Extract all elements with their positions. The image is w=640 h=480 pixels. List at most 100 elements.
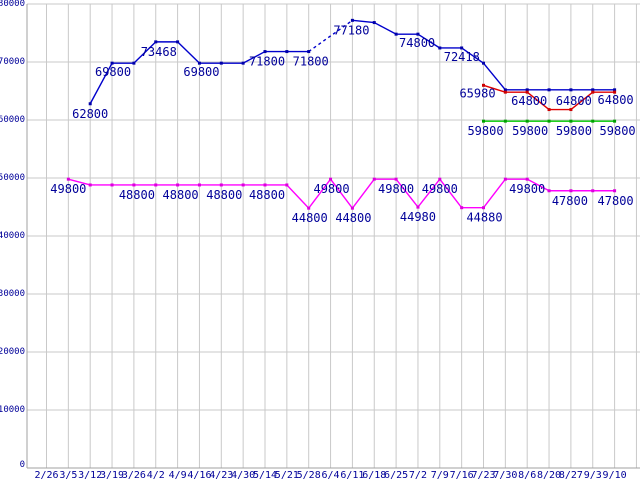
magenta-series-marker	[394, 177, 398, 181]
gridlines	[27, 3, 640, 468]
magenta-series-segment	[395, 178, 419, 208]
magenta-series-value-label: 48800	[119, 188, 155, 202]
magenta-series-marker	[591, 189, 595, 193]
green-series-value-label: 59800	[556, 124, 592, 138]
x-tick-label: 6/11	[340, 470, 364, 480]
magenta-series-value-label: 49800	[422, 182, 458, 196]
blue-series-segment	[133, 41, 157, 64]
magenta-series-value-label: 49800	[378, 182, 414, 196]
axes	[26, 4, 640, 469]
red-series-segment	[570, 91, 594, 111]
magenta-series-marker	[219, 183, 223, 187]
blue-series-marker	[525, 88, 529, 92]
x-tick-label: 6/25	[384, 470, 408, 480]
blue-series-marker	[460, 46, 464, 50]
green-series-marker	[503, 119, 507, 123]
magenta-series-segment	[417, 178, 441, 208]
x-tick-label: 7/30	[493, 470, 517, 480]
x-tick-label: 5/14	[253, 470, 277, 480]
x-tick-label: 4/9	[169, 470, 187, 480]
magenta-series-marker	[285, 183, 289, 187]
x-tick-label: 7/23	[471, 470, 495, 480]
blue-series-marker	[285, 50, 289, 54]
blue-series-marker	[154, 40, 158, 44]
blue-series: 62800 69800 73468 69800 71800 71800 77180 74800…	[72, 18, 617, 121]
x-tick-label: 9/10	[603, 470, 627, 480]
magenta-series-segment	[68, 178, 91, 186]
magenta-series: 49800 48800 48800 48800 48800 44800 49800 44800…	[50, 177, 634, 225]
magenta-series-marker	[307, 206, 311, 210]
blue-series-marker	[547, 88, 551, 92]
magenta-series-value-label: 47800	[552, 194, 588, 208]
blue-series-segment	[482, 62, 506, 91]
blue-series-segment	[308, 19, 353, 53]
x-tick-label: 9/3	[584, 470, 602, 480]
green-series-marker	[613, 119, 617, 123]
blue-series-marker	[263, 50, 267, 54]
x-tick-label: 3/12	[78, 470, 102, 480]
magenta-series-marker	[329, 177, 333, 181]
blue-series-value-label: 69800	[95, 65, 131, 79]
x-tick-label: 6/4	[322, 470, 340, 480]
magenta-series-value-label: 48800	[206, 188, 242, 202]
green-series-marker	[547, 119, 551, 123]
x-tick-label: 3/19	[100, 470, 124, 480]
green-series-value-label: 59800	[600, 124, 636, 138]
y-tick-label: 30000	[0, 289, 25, 299]
magenta-series-marker	[438, 177, 442, 181]
magenta-series-marker	[503, 177, 507, 181]
blue-series-marker	[197, 61, 201, 65]
blue-series-marker	[88, 102, 92, 106]
blue-series-marker	[416, 32, 420, 36]
magenta-series-value-label: 48800	[249, 188, 285, 202]
x-tick-label: 3/5	[59, 470, 77, 480]
blue-series-segment	[352, 19, 375, 24]
x-tick-label: 7/9	[431, 470, 449, 480]
x-tick-label: 5/21	[275, 470, 299, 480]
y-tick-label: 60000	[0, 115, 25, 125]
blue-series-segment	[89, 62, 113, 105]
y-tick-label: 50000	[0, 173, 25, 183]
magenta-series-marker	[547, 189, 551, 193]
magenta-series-value-label: 49800	[50, 182, 86, 196]
red-series-value-label: 65980	[459, 86, 495, 100]
magenta-series-segment	[526, 178, 550, 192]
x-tick-label: 7/2	[409, 470, 427, 480]
magenta-series-marker	[154, 183, 158, 187]
magenta-series-marker	[176, 183, 180, 187]
green-series: 59800 59800 59800 59800	[467, 119, 636, 138]
magenta-series-marker	[613, 189, 617, 193]
y-tick-label: 0	[20, 460, 25, 470]
blue-series-marker	[219, 61, 223, 65]
y-tick-label: 70000	[0, 57, 25, 67]
red-series: 65980 64800 64800 64800	[459, 83, 634, 112]
x-tick-label: 2/26	[34, 470, 58, 480]
green-series-marker	[525, 119, 529, 123]
y-tick-label: 20000	[0, 347, 25, 357]
blue-series-segment	[417, 33, 441, 49]
x-tick-label: 4/2	[147, 470, 165, 480]
magenta-series-marker	[132, 183, 136, 187]
x-tick-label: 3/26	[122, 470, 146, 480]
blue-series-value-label: 74800	[399, 36, 435, 50]
blue-series-marker	[613, 88, 617, 92]
red-series-segment	[483, 84, 506, 93]
magenta-series-value-label: 47800	[598, 194, 634, 208]
blue-series-marker	[482, 61, 485, 65]
magenta-series-value-label: 48800	[163, 188, 199, 202]
blue-series-marker	[176, 40, 180, 44]
red-series-value-label: 64800	[511, 94, 547, 108]
magenta-series-segment	[329, 178, 353, 209]
x-tick-label: 4/16	[187, 470, 211, 480]
green-series-marker	[482, 119, 485, 123]
y-tick-label: 40000	[0, 231, 25, 241]
x-tick-label: 8/27	[559, 470, 583, 480]
blue-series-marker	[569, 88, 573, 92]
blue-series-marker	[591, 88, 595, 92]
blue-series-segment	[242, 50, 266, 64]
red-series-segment	[526, 91, 550, 111]
magenta-series-value-label: 44800	[335, 211, 371, 225]
red-series-marker	[503, 90, 507, 94]
magenta-series-marker	[88, 183, 92, 187]
magenta-series-marker	[263, 183, 267, 187]
